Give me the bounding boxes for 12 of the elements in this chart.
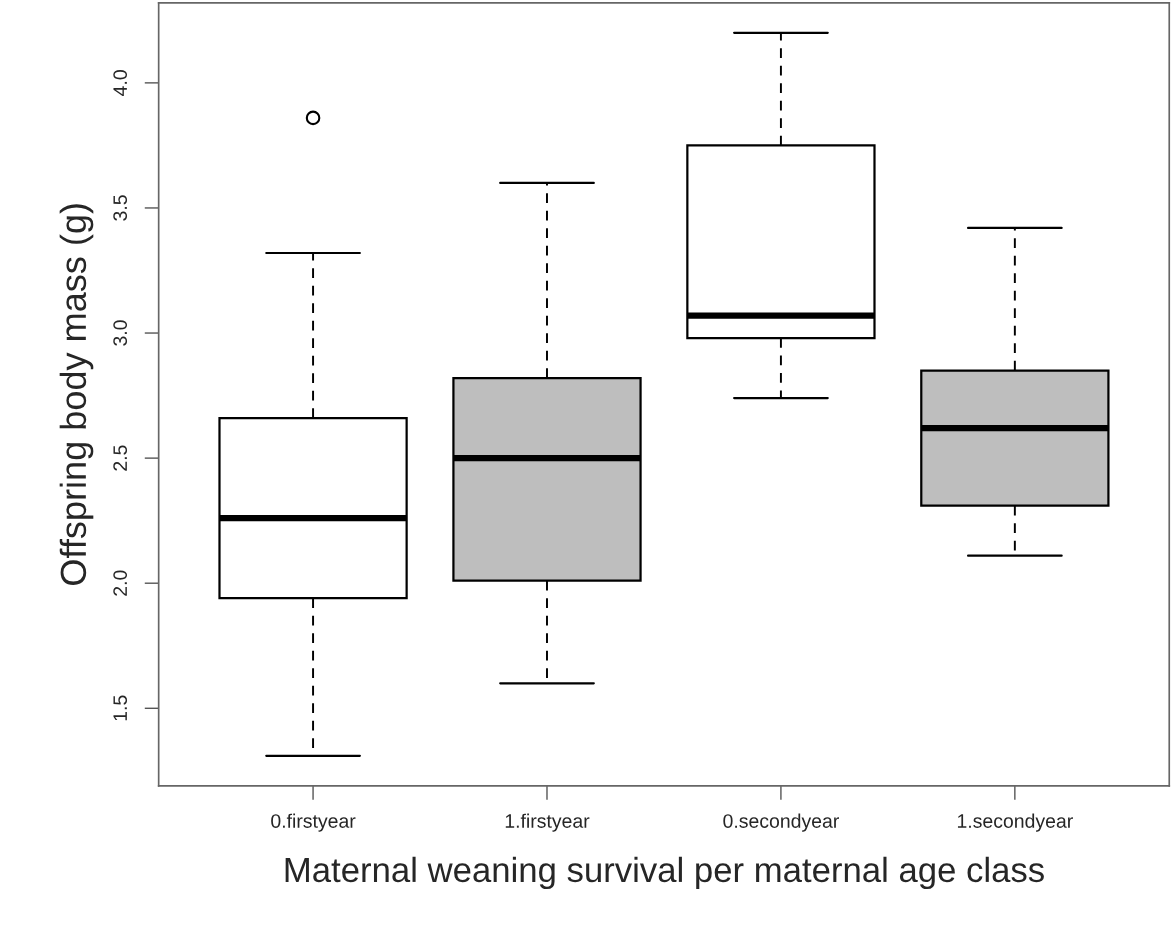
y-tick-label: 1.5 [113,695,128,721]
y-axis-title: Offspring body mass (g) [59,204,94,585]
x-axis-title: Maternal weaning survival per maternal age class [285,856,1044,890]
x-tick-label: 1.firstyear [505,813,590,832]
x-tick-label: 1.secondyear [957,813,1073,832]
y-tick-label: 3.5 [113,195,128,221]
x-tick-label: 0.secondyear [723,813,839,832]
x-tick-label: 0.firstyear [271,813,356,832]
y-tick-label: 4.0 [113,70,128,96]
y-tick-label: 2.0 [113,570,128,596]
y-tick-label: 3.0 [113,320,128,346]
y-tick-label: 2.5 [113,445,128,471]
